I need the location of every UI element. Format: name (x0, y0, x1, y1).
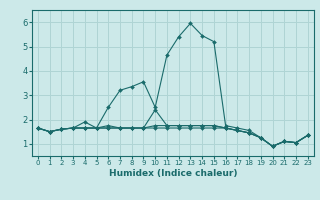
X-axis label: Humidex (Indice chaleur): Humidex (Indice chaleur) (108, 169, 237, 178)
